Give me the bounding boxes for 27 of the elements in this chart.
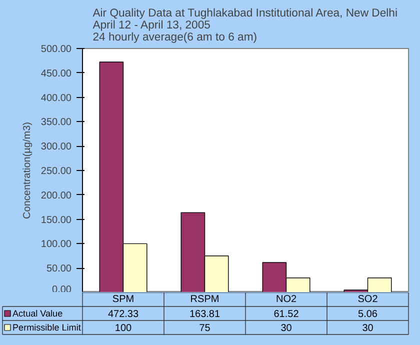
y-tick-label: 350.00 <box>40 117 72 128</box>
y-tick-label: 50.00 <box>46 264 72 275</box>
y-tick-label: 450.00 <box>40 68 72 80</box>
x-tick-label: RSPM <box>190 294 220 305</box>
legend-label: Permissible Limit <box>12 322 82 332</box>
data-label: 30 <box>362 323 374 334</box>
data-label: 61.52 <box>274 309 300 320</box>
data-label: 5.06 <box>358 309 378 320</box>
y-tick-label: 100.00 <box>40 239 72 250</box>
y-tick-label: 400.00 <box>40 92 72 104</box>
data-label: 472.33 <box>108 309 139 320</box>
y-tick-label: 200.00 <box>40 190 72 202</box>
x-tick-label: NO2 <box>276 294 297 305</box>
data-label: 75 <box>199 323 211 334</box>
chart-subtitle: April 12 - April 13, 2005 24 hourly average(6 am to 6 am) <box>92 20 258 44</box>
y-tick-label: 300.00 <box>40 142 72 153</box>
data-label: 100 <box>114 323 132 334</box>
y-tick-label: 250.00 <box>40 166 72 177</box>
y-axis-title: Concentration(µg/m3) <box>22 122 33 219</box>
legend-label: Actual Value <box>12 308 63 318</box>
y-tick-label: 150.00 <box>40 214 72 226</box>
x-tick-label: SO2 <box>358 294 378 305</box>
y-tick-label: 500.00 <box>40 44 72 55</box>
data-label: 163.81 <box>189 309 220 320</box>
data-label: 30 <box>280 323 292 334</box>
chart-title: Air Quality Data at Tughlakabad Institutional Area, New Delhi <box>92 8 398 20</box>
x-tick-label: SPM <box>112 294 134 305</box>
